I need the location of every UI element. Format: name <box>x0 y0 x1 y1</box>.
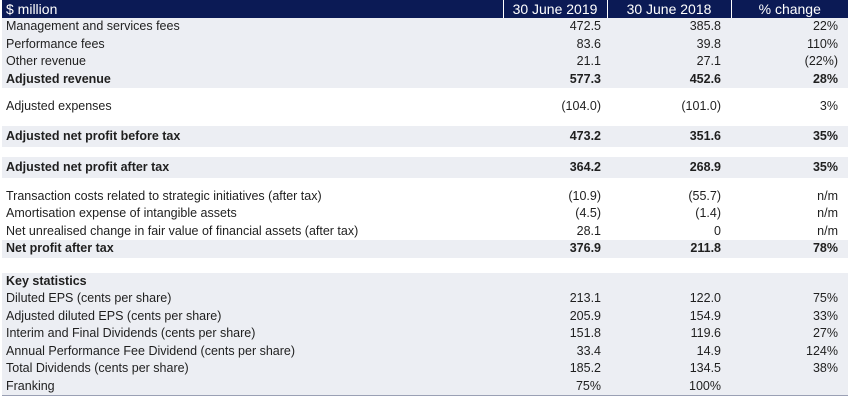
table-row: Interim and Final Dividends (cents per s… <box>2 325 848 343</box>
row-label: Management and services fees <box>2 18 503 36</box>
row-label: Net unrealised change in fair value of f… <box>6 223 359 238</box>
spacer-row <box>2 147 848 157</box>
value-2018: 154.9 <box>607 307 731 325</box>
value-change: 35% <box>731 156 848 178</box>
value-2018: (55.7) <box>688 188 721 203</box>
value-2018: 351.6 <box>607 125 731 147</box>
table-row: Total Dividends (cents per share) 185.2 … <box>2 360 848 378</box>
table-row: Franking 75% 100% <box>2 377 848 396</box>
value-2018: 134.5 <box>607 360 731 378</box>
value-2019: (104.0) <box>561 99 601 114</box>
header-2018: 30 June 2018 <box>606 0 731 18</box>
key-statistics-title: Key statistics <box>2 272 503 290</box>
value-2018: 39.8 <box>607 35 731 53</box>
value-2018: 122.0 <box>607 290 731 308</box>
value-2019: 185.2 <box>503 360 607 378</box>
value-2019: 205.9 <box>503 307 607 325</box>
row-label: Total Dividends (cents per share) <box>2 360 503 378</box>
value-change: n/m <box>817 188 838 203</box>
table-row-profit-before-tax: Adjusted net profit before tax 473.2 351… <box>2 125 848 147</box>
row-label: Net profit after tax <box>2 240 503 258</box>
table-row-net-profit: Net profit after tax 376.9 211.8 78% <box>2 240 848 258</box>
row-label: Other revenue <box>2 53 503 71</box>
table-row: Transaction costs related to strategic i… <box>2 188 848 206</box>
row-label: Transaction costs related to strategic i… <box>6 188 322 203</box>
value-2019: 33.4 <box>503 342 607 360</box>
spacer-row <box>2 116 848 126</box>
value-2018: 100% <box>607 377 731 396</box>
value-2019: (4.5) <box>575 206 601 221</box>
row-label: Adjusted expenses <box>6 99 112 114</box>
value-2019: 577.3 <box>503 70 607 88</box>
row-label: Annual Performance Fee Dividend (cents p… <box>2 342 503 360</box>
table-row: Adjusted expenses (104.0) (101.0) 3% <box>2 98 848 116</box>
spacer-row <box>2 88 848 98</box>
table-row: Performance fees 83.6 39.8 110% <box>2 35 848 53</box>
row-label: Adjusted diluted EPS (cents per share) <box>2 307 503 325</box>
value-2018: 211.8 <box>607 240 731 258</box>
value-change: 110% <box>731 35 848 53</box>
value-2019: 472.5 <box>503 18 607 36</box>
value-2019: 83.6 <box>503 35 607 53</box>
row-label: Adjusted net profit before tax <box>2 125 503 147</box>
value-change: n/m <box>817 223 838 238</box>
table-row-profit-after-tax: Adjusted net profit after tax 364.2 268.… <box>2 156 848 178</box>
value-change: 3% <box>819 99 838 114</box>
value-2018: 14.9 <box>607 342 731 360</box>
row-label: Diluted EPS (cents per share) <box>2 290 503 308</box>
header-label: $ million <box>2 0 503 18</box>
value-2018: 0 <box>714 223 721 238</box>
value-2019: 28.1 <box>576 223 601 238</box>
spacer-row <box>2 258 848 273</box>
value-change: 27% <box>731 325 848 343</box>
key-statistics-heading-row: Key statistics <box>2 272 848 290</box>
value-change: (22%) <box>731 53 848 71</box>
value-change <box>731 377 848 396</box>
value-change: 28% <box>731 70 848 88</box>
value-2018: 452.6 <box>607 70 731 88</box>
value-2019: 376.9 <box>503 240 607 258</box>
row-label: Performance fees <box>2 35 503 53</box>
table-row-adjusted-revenue: Adjusted revenue 577.3 452.6 28% <box>2 70 848 88</box>
value-2019: 151.8 <box>503 325 607 343</box>
row-label: Amortisation expense of intangible asset… <box>6 206 237 221</box>
header-2019: 30 June 2019 <box>502 0 607 18</box>
value-change: 75% <box>731 290 848 308</box>
value-change: 78% <box>731 240 848 258</box>
value-change: 33% <box>731 307 848 325</box>
table-header-row: $ million 30 June 2019 30 June 2018 % ch… <box>2 0 848 18</box>
financial-summary-table: $ million 30 June 2019 30 June 2018 % ch… <box>2 0 848 396</box>
table-row: Net unrealised change in fair value of f… <box>2 223 848 241</box>
table-row: Amortisation expense of intangible asset… <box>2 205 848 223</box>
row-label: Franking <box>2 377 503 396</box>
value-2019: 213.1 <box>503 290 607 308</box>
value-2018: 268.9 <box>607 156 731 178</box>
row-label: Adjusted revenue <box>2 70 503 88</box>
value-change: 22% <box>731 18 848 36</box>
value-2019: (10.9) <box>568 188 601 203</box>
value-2018: 27.1 <box>607 53 731 71</box>
value-2018: (101.0) <box>681 99 721 114</box>
table-row: Management and services fees 472.5 385.8… <box>2 18 848 36</box>
table-row: Adjusted diluted EPS (cents per share) 2… <box>2 307 848 325</box>
row-label: Interim and Final Dividends (cents per s… <box>2 325 503 343</box>
table-row: Other revenue 21.1 27.1 (22%) <box>2 53 848 71</box>
value-2019: 75% <box>503 377 607 396</box>
spacer-row <box>2 178 848 188</box>
row-label: Adjusted net profit after tax <box>2 156 503 178</box>
value-2018: 385.8 <box>607 18 731 36</box>
value-change: 35% <box>731 125 848 147</box>
value-change: n/m <box>817 206 838 221</box>
value-2019: 364.2 <box>503 156 607 178</box>
header-change: % change <box>730 0 848 18</box>
value-change: 124% <box>731 342 848 360</box>
value-2018: (1.4) <box>695 206 721 221</box>
value-2019: 473.2 <box>503 125 607 147</box>
value-change: 38% <box>731 360 848 378</box>
table-row: Diluted EPS (cents per share) 213.1 122.… <box>2 290 848 308</box>
value-2018: 119.6 <box>607 325 731 343</box>
value-2019: 21.1 <box>503 53 607 71</box>
table-row: Annual Performance Fee Dividend (cents p… <box>2 342 848 360</box>
